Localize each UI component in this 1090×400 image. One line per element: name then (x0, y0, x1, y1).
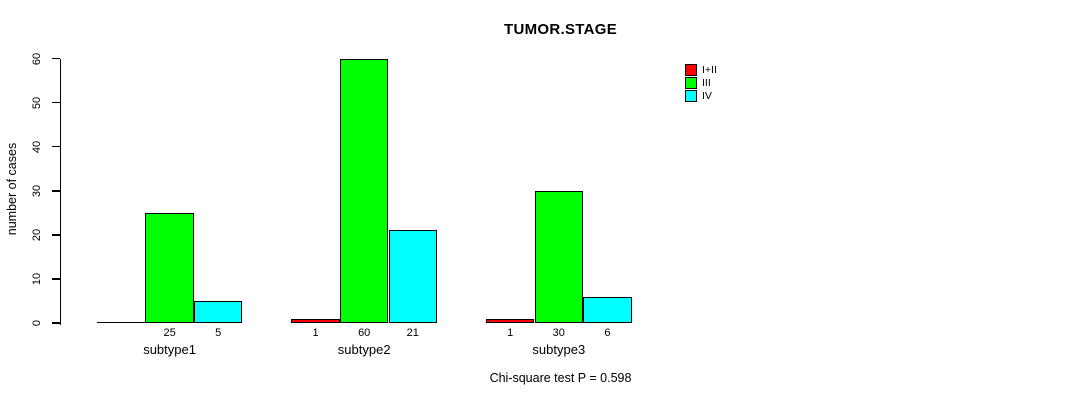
bar (193, 300, 243, 323)
group-label: subtype1 (143, 342, 196, 357)
legend-label: III (702, 77, 711, 89)
bar-value-label: 1 (507, 327, 514, 339)
legend-item: I+II (685, 64, 717, 76)
y-tick-label: 50 (31, 96, 43, 109)
bar (339, 58, 389, 323)
y-axis-tick (51, 145, 60, 148)
y-tick-label: 0 (31, 319, 43, 327)
y-tick-label: 40 (31, 140, 43, 153)
legend-label: I+II (702, 64, 717, 76)
chart-title: TUMOR.STAGE (503, 21, 618, 38)
bar-value-label: 6 (604, 327, 611, 339)
bar (291, 318, 340, 323)
legend-label: IV (702, 90, 712, 102)
legend-swatch (685, 77, 697, 89)
legend-item: IV (685, 90, 717, 102)
bar (388, 230, 438, 323)
legend-swatch (685, 90, 697, 102)
y-axis-tick (51, 278, 60, 280)
y-axis-tick (51, 322, 60, 324)
bar-zero-baseline (96, 321, 146, 323)
bar (583, 296, 632, 323)
group-label: subtype2 (337, 342, 391, 357)
legend-swatch (685, 64, 697, 76)
y-axis-tick (51, 234, 60, 236)
legend: I+II III IV (685, 64, 717, 102)
bar-value-label: 60 (358, 327, 371, 339)
y-axis-line (59, 58, 61, 325)
bar-value-label: 1 (312, 327, 319, 339)
y-axis-tick (51, 101, 60, 104)
y-axis-tick (51, 57, 60, 60)
bar (145, 212, 194, 323)
chi-square-annotation: Chi-square test P = 0.598 (489, 371, 632, 385)
y-tick-label: 30 (31, 184, 43, 197)
bar-value-label: 21 (406, 327, 419, 339)
bar-value-label: 30 (552, 327, 565, 339)
legend-item: III (685, 77, 717, 89)
y-tick-label: 10 (31, 272, 43, 286)
y-axis-tick (51, 190, 60, 192)
bar (534, 190, 584, 323)
y-tick-label: 20 (31, 228, 43, 241)
bar-value-label: 25 (163, 327, 176, 339)
y-tick-label: 60 (31, 52, 43, 65)
bar-value-label: 5 (215, 327, 222, 339)
group-label: subtype3 (532, 342, 586, 357)
bar (485, 318, 535, 323)
